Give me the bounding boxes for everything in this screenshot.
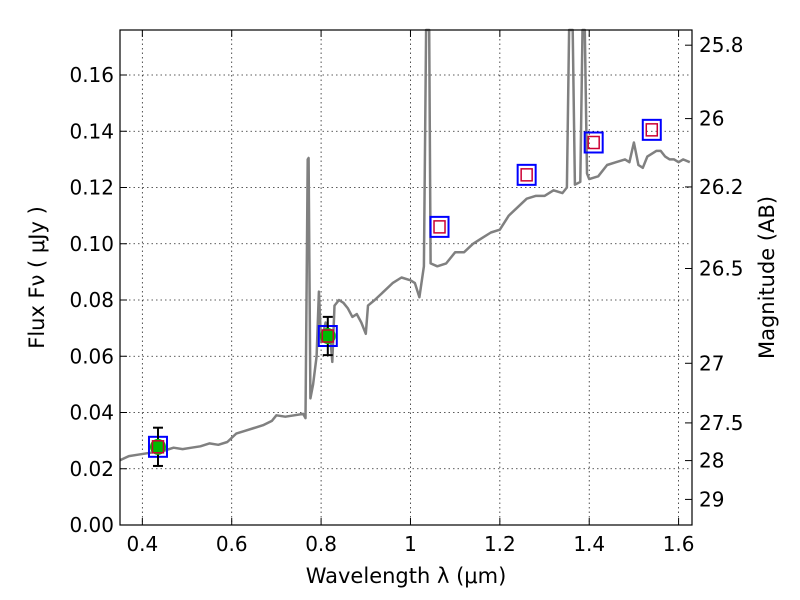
grid-lines xyxy=(120,30,692,526)
model-box-inner xyxy=(321,329,335,343)
model-box-inner xyxy=(587,135,600,150)
y-tick-label: 0.06 xyxy=(69,344,114,368)
right-tick-label: 29 xyxy=(699,487,724,511)
x-axis-label: Wavelength λ (μm) xyxy=(306,564,507,588)
y-tick-label: 0.04 xyxy=(69,401,114,425)
right-tick-label: 25.8 xyxy=(699,33,744,57)
photometry-markers xyxy=(147,118,662,467)
x-tick-label: 0.6 xyxy=(216,532,248,556)
observed-point xyxy=(319,328,336,344)
right-tick-label: 26.5 xyxy=(699,257,744,281)
axis-ticks: 0.4 0.6 0.8 1 1.2 1.4 1.6 0.00 0.02 0.04 0.06 0.08 0… xyxy=(69,30,744,556)
right-tick-label: 27 xyxy=(699,351,724,375)
y-tick-label: 0.12 xyxy=(69,176,114,200)
y-axis-label: Flux Fν ( μJy ) xyxy=(25,206,49,349)
model-box-inner xyxy=(433,220,446,234)
model-box-inner xyxy=(520,168,533,182)
model-box-outer xyxy=(429,215,450,238)
spectrum-line xyxy=(119,28,691,462)
model-box-outer xyxy=(516,163,537,186)
right-tick-label: 27.5 xyxy=(699,411,744,435)
y-tick-label: 0.08 xyxy=(69,288,114,312)
y-tick-label: 0.00 xyxy=(69,513,114,537)
model-box-inner xyxy=(645,123,659,137)
model-box-outer xyxy=(641,118,662,141)
model-box-outer xyxy=(583,131,604,154)
x-tick-label: 1 xyxy=(404,532,417,556)
x-tick-label: 1.2 xyxy=(484,532,516,556)
y-tick-label: 0.10 xyxy=(69,232,114,256)
y-tick-label: 0.14 xyxy=(69,119,114,143)
right-axis-label: Magnitude (AB) xyxy=(755,196,779,359)
x-tick-label: 0.8 xyxy=(305,532,337,556)
x-tick-label: 0.4 xyxy=(126,532,158,556)
spectrum-series xyxy=(119,28,691,462)
right-tick-label: 26 xyxy=(699,107,724,131)
x-tick-label: 1.4 xyxy=(573,532,605,556)
plot-frame xyxy=(119,29,693,526)
y-tick-label: 0.02 xyxy=(69,457,114,481)
observed-point xyxy=(149,438,166,455)
x-tick-label: 1.6 xyxy=(663,532,695,556)
right-tick-label: 26.2 xyxy=(699,175,744,199)
model-box-inner xyxy=(151,440,165,454)
y-tick-label: 0.16 xyxy=(69,63,114,87)
right-tick-label: 28 xyxy=(699,449,724,473)
